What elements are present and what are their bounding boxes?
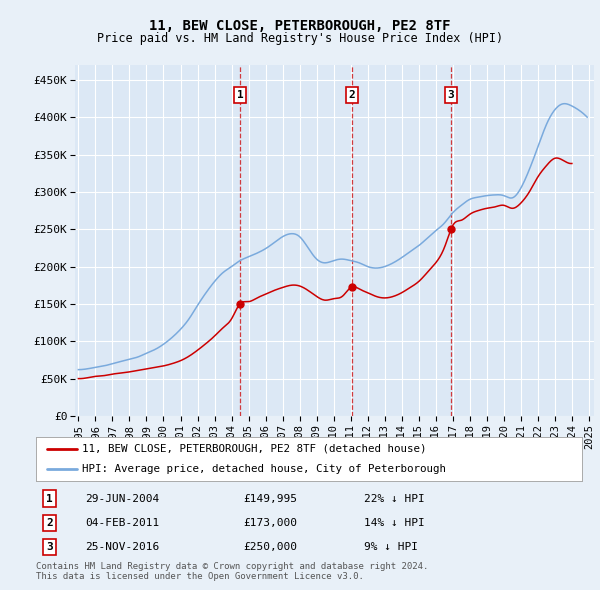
Text: 25-NOV-2016: 25-NOV-2016: [85, 542, 160, 552]
Text: 1: 1: [46, 494, 53, 503]
Text: 11, BEW CLOSE, PETERBOROUGH, PE2 8TF (detached house): 11, BEW CLOSE, PETERBOROUGH, PE2 8TF (de…: [82, 444, 427, 454]
Text: 22% ↓ HPI: 22% ↓ HPI: [364, 494, 424, 503]
Text: 9% ↓ HPI: 9% ↓ HPI: [364, 542, 418, 552]
Text: Contains HM Land Registry data © Crown copyright and database right 2024.
This d: Contains HM Land Registry data © Crown c…: [36, 562, 428, 581]
Text: 1: 1: [236, 90, 243, 100]
Text: 04-FEB-2011: 04-FEB-2011: [85, 518, 160, 528]
Text: 3: 3: [448, 90, 454, 100]
Text: 14% ↓ HPI: 14% ↓ HPI: [364, 518, 424, 528]
Text: 2: 2: [349, 90, 356, 100]
Text: Price paid vs. HM Land Registry's House Price Index (HPI): Price paid vs. HM Land Registry's House …: [97, 32, 503, 45]
Text: 29-JUN-2004: 29-JUN-2004: [85, 494, 160, 503]
Text: £250,000: £250,000: [244, 542, 298, 552]
Text: 2: 2: [46, 518, 53, 528]
Text: 3: 3: [46, 542, 53, 552]
Text: £173,000: £173,000: [244, 518, 298, 528]
Text: £149,995: £149,995: [244, 494, 298, 503]
Text: 11, BEW CLOSE, PETERBOROUGH, PE2 8TF: 11, BEW CLOSE, PETERBOROUGH, PE2 8TF: [149, 19, 451, 34]
Text: HPI: Average price, detached house, City of Peterborough: HPI: Average price, detached house, City…: [82, 464, 446, 474]
